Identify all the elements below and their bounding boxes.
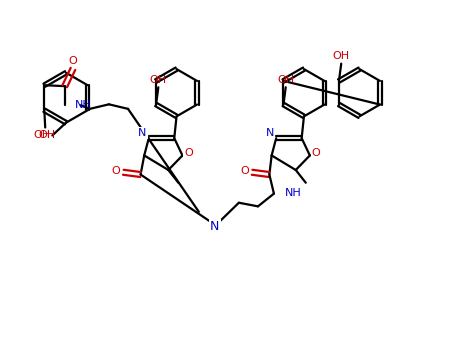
Text: N: N bbox=[266, 128, 274, 138]
Text: N: N bbox=[210, 220, 219, 233]
Text: OH: OH bbox=[277, 75, 294, 85]
Text: O: O bbox=[240, 166, 249, 176]
Text: NH: NH bbox=[285, 188, 302, 198]
Text: O: O bbox=[111, 166, 121, 176]
Text: OH: OH bbox=[333, 51, 350, 61]
Text: N: N bbox=[210, 220, 219, 233]
Text: OH: OH bbox=[150, 75, 167, 85]
Text: O: O bbox=[69, 56, 77, 66]
Text: O: O bbox=[184, 148, 193, 158]
Text: OH: OH bbox=[33, 131, 51, 140]
Text: N: N bbox=[138, 128, 147, 138]
Text: O: O bbox=[312, 148, 321, 158]
Text: OH: OH bbox=[38, 130, 55, 140]
Text: NH: NH bbox=[75, 100, 91, 110]
